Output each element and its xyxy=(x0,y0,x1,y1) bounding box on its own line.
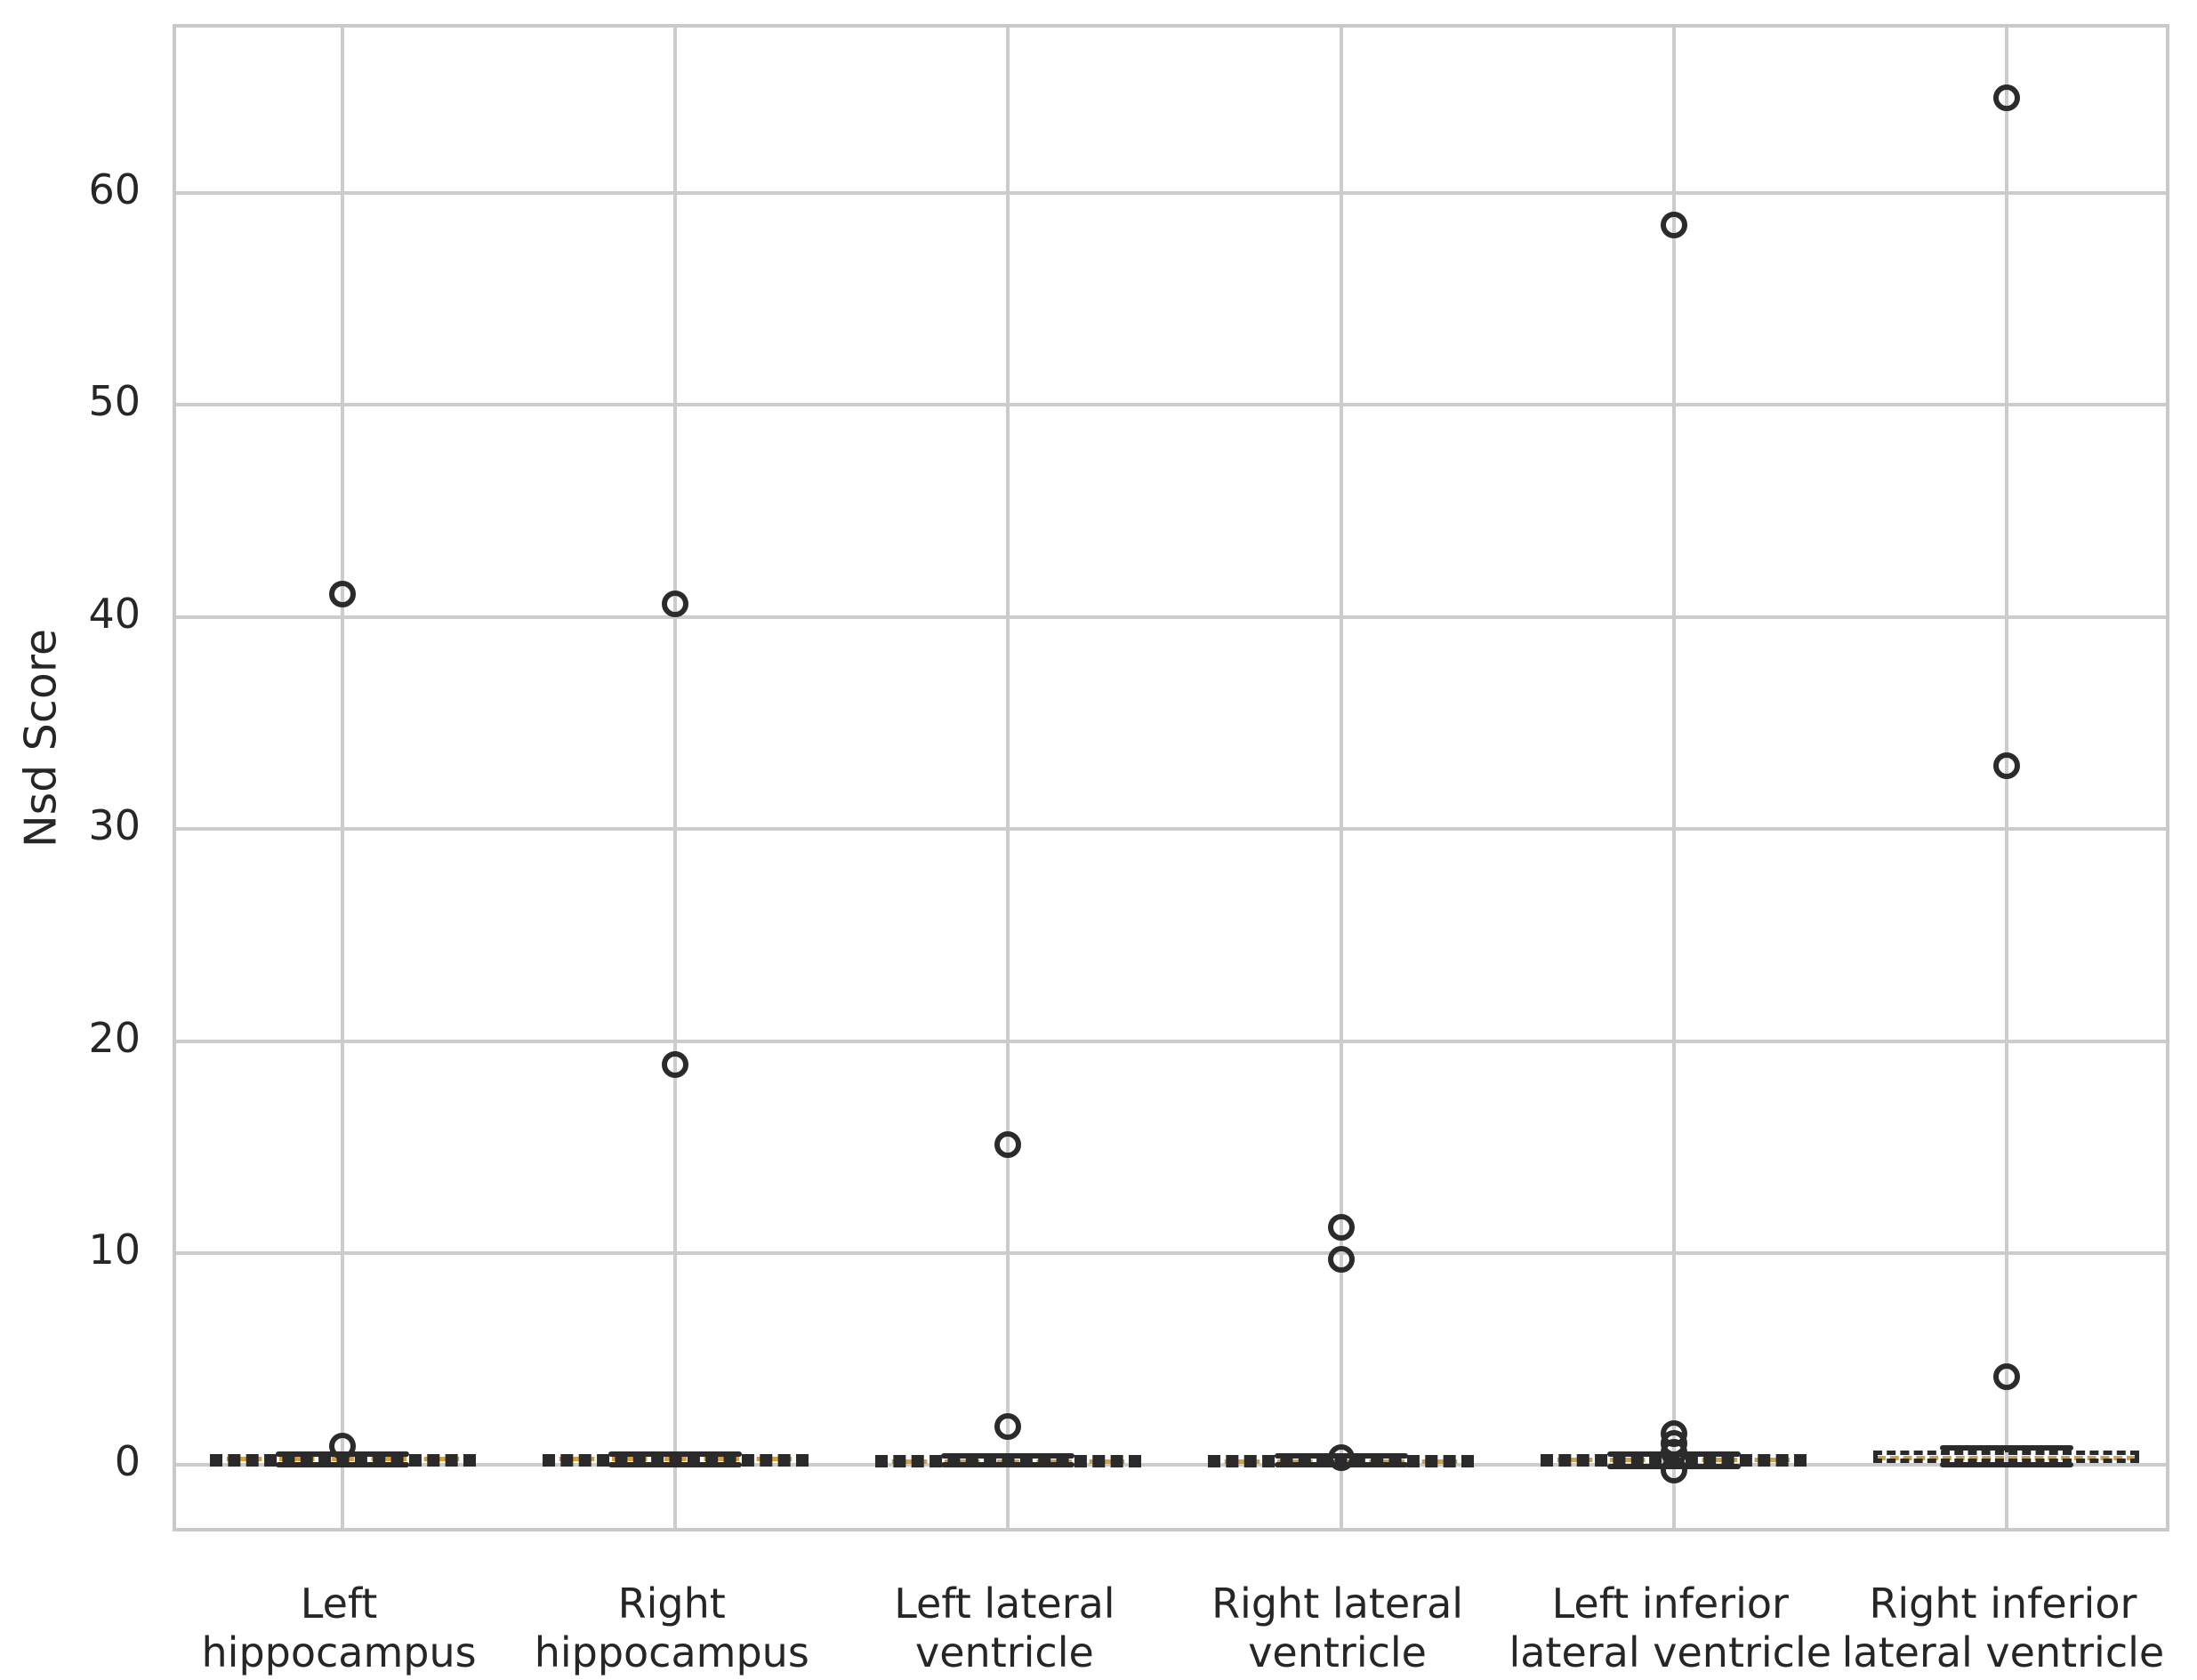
horizontal-gridline xyxy=(176,190,2166,195)
x-tick-label: Left lateral ventricle xyxy=(817,1580,1191,1677)
horizontal-gridline xyxy=(176,615,2166,619)
median-line xyxy=(1877,1455,2137,1460)
x-tick-label-line: hippocampus xyxy=(534,1628,809,1676)
outlier-point xyxy=(1660,1457,1687,1484)
outlier-point xyxy=(994,1131,1022,1159)
outlier-point xyxy=(1992,752,2020,779)
x-tick-label: Right lateral ventricle xyxy=(1151,1580,1525,1677)
y-tick-label: 30 xyxy=(88,801,141,850)
outlier-point xyxy=(1992,1363,2020,1391)
outlier-point xyxy=(329,1432,357,1459)
horizontal-gridline xyxy=(176,1463,2166,1467)
x-tick-label-line: Left lateral xyxy=(894,1580,1115,1628)
x-tick-label-line: Right lateral xyxy=(1211,1580,1464,1628)
vertical-gridline xyxy=(1006,28,1010,1528)
outlier-point xyxy=(662,591,689,618)
x-tick-label: Right hippocampus xyxy=(485,1580,858,1677)
y-tick-label: 20 xyxy=(88,1013,141,1062)
vertical-gridline xyxy=(341,28,345,1528)
y-tick-label: 0 xyxy=(114,1437,141,1486)
x-tick-label: Left inferior lateral ventricle xyxy=(1484,1580,1857,1677)
whisker-cap-high xyxy=(608,1451,743,1458)
x-tick-label-line: Right xyxy=(617,1580,726,1628)
whisker-cap-low xyxy=(608,1462,743,1468)
x-tick-label-line: ventricle xyxy=(915,1628,1094,1676)
whisker-cap-low xyxy=(941,1462,1075,1468)
x-tick-label-line: lateral ventricle xyxy=(1841,1628,2165,1676)
y-tick-label: 10 xyxy=(88,1225,141,1274)
boxplot-box xyxy=(1873,1450,2140,1463)
whisker-cap-high xyxy=(1939,1445,2073,1451)
x-tick-label-line: Left xyxy=(300,1580,378,1628)
y-tick-label: 60 xyxy=(88,165,141,213)
horizontal-gridline xyxy=(176,403,2166,407)
x-tick-label: Left hippocampus xyxy=(152,1580,526,1677)
outlier-point xyxy=(1327,1214,1355,1242)
outlier-point xyxy=(1327,1246,1355,1274)
horizontal-gridline xyxy=(176,1250,2166,1255)
x-tick-label-line: Right inferior xyxy=(1869,1580,2137,1628)
whisker-cap-low xyxy=(1939,1462,2073,1468)
y-tick-label: 50 xyxy=(88,377,141,426)
outlier-point xyxy=(1327,1444,1355,1472)
x-tick-label-line: Left inferior xyxy=(1551,1580,1789,1628)
outlier-point xyxy=(994,1413,1022,1441)
vertical-gridline xyxy=(1671,28,1676,1528)
x-tick-label: Right inferior lateral ventricle xyxy=(1816,1580,2190,1677)
outlier-point xyxy=(329,580,357,607)
whisker-cap-high xyxy=(941,1452,1075,1459)
vertical-gridline xyxy=(673,28,678,1528)
y-tick-label: 40 xyxy=(88,589,141,638)
plot-area xyxy=(173,24,2169,1531)
whisker-cap-low xyxy=(276,1462,410,1468)
horizontal-gridline xyxy=(176,827,2166,832)
horizontal-gridline xyxy=(176,1039,2166,1043)
x-tick-label-line: lateral ventricle xyxy=(1509,1628,1832,1676)
outlier-point xyxy=(1660,211,1687,238)
outlier-point xyxy=(1992,84,2020,111)
x-tick-label-line: hippocampus xyxy=(201,1628,477,1676)
outlier-point xyxy=(662,1050,689,1078)
x-tick-label-line: ventricle xyxy=(1248,1628,1427,1676)
vertical-gridline xyxy=(1339,28,1343,1528)
